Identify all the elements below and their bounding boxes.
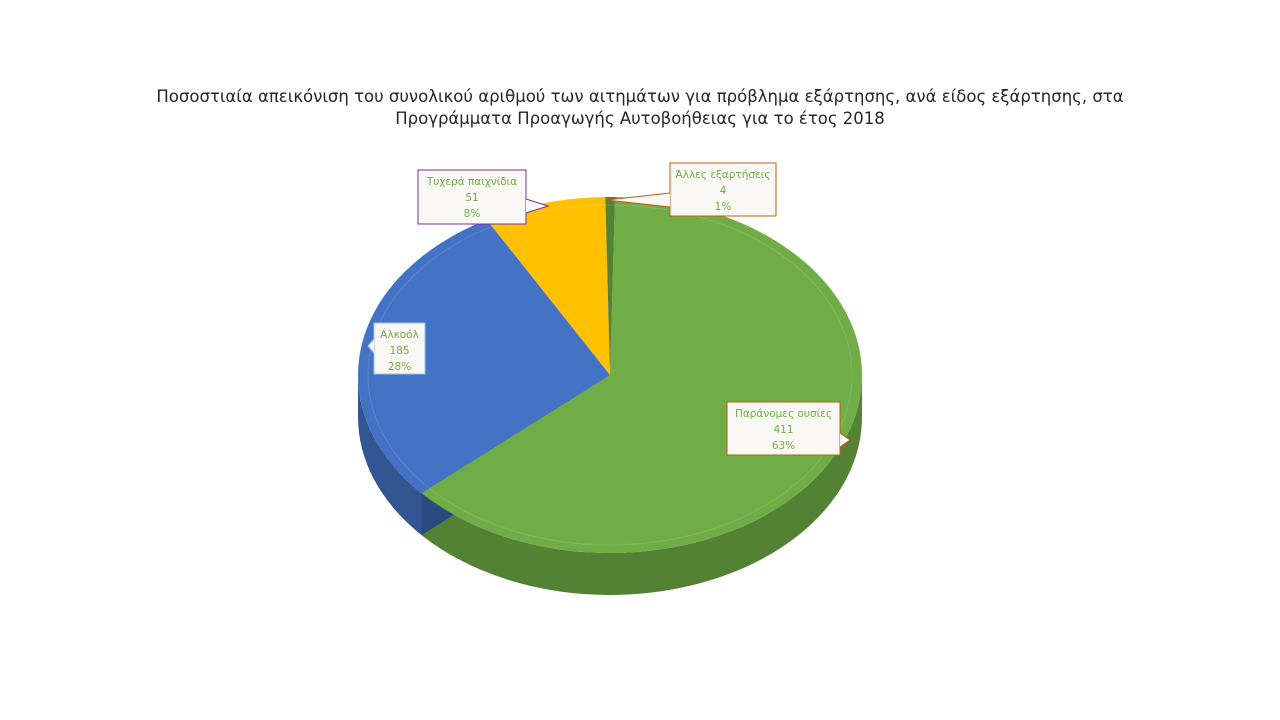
pie-slice-3 <box>605 196 616 375</box>
callout-category-1: Αλκοόλ <box>380 329 419 341</box>
callout-percent-0: 63% <box>772 440 795 452</box>
callout-3: Άλλες εξαρτήσεις 4 1% <box>606 162 777 217</box>
callout-category-3: Άλλες εξαρτήσεις <box>675 169 770 181</box>
callout-box-3 <box>669 162 777 217</box>
pie-slice-2 <box>486 197 610 375</box>
callout-value-2: 51 <box>465 192 478 204</box>
callout-1: Αλκοόλ 185 28% <box>367 322 426 375</box>
callout-percent-2: 8% <box>464 208 481 220</box>
callout-category-2: Τυχερά παιχνίδια <box>426 176 517 188</box>
pie-rim <box>367 204 853 546</box>
callout-2: Τυχερά παιχνίδια 51 8% <box>417 169 550 225</box>
callout-pointer-2 <box>525 198 550 214</box>
pie-side-1 <box>358 375 422 536</box>
callout-value-0: 411 <box>773 424 793 436</box>
callout-pointer-1 <box>367 338 375 354</box>
callout-percent-3: 1% <box>715 201 732 213</box>
callout-percent-1: 28% <box>388 361 411 373</box>
callout-pointer-0 <box>839 432 851 448</box>
callout-box-0 <box>726 401 841 456</box>
callout-pointer-3 <box>606 192 671 208</box>
callout-value-1: 185 <box>389 345 409 357</box>
pie-slice-0 <box>421 197 863 554</box>
pie-slice-1 <box>357 219 610 494</box>
chart-title: Ποσοστιαία απεικόνιση του συνολικού αριθ… <box>0 86 1280 130</box>
chart-title-line-2: Προγράμματα Προαγωγής Αυτοβοήθειας για τ… <box>395 109 885 128</box>
callout-category-0: Παράνομες ουσίες <box>735 408 832 420</box>
callout-0: Παράνομες ουσίες 411 63% <box>726 401 851 456</box>
chart-title-line-1: Ποσοστιαία απεικόνιση του συνολικού αριθ… <box>156 87 1124 106</box>
callout-value-3: 4 <box>720 185 727 197</box>
callout-box-2 <box>417 169 527 225</box>
pie-side-0 <box>421 375 863 596</box>
